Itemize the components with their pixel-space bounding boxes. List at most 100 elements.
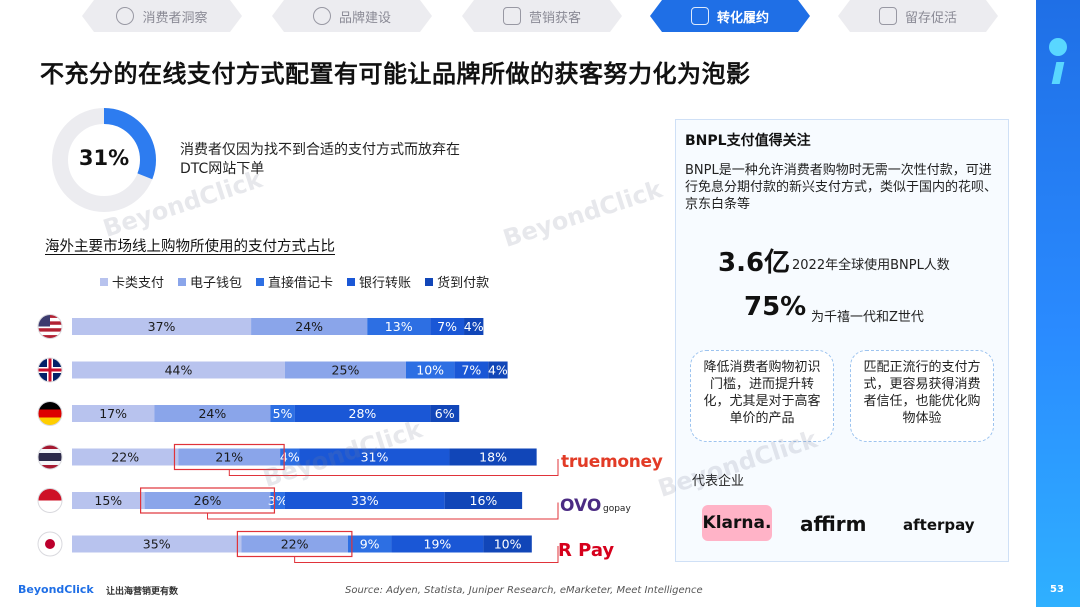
bar-segment <box>488 361 508 379</box>
representative-companies-label: 代表企业 <box>692 474 745 489</box>
tab-conversion-fulfillment[interactable]: 转化履约 <box>650 0 810 32</box>
bar-segment <box>251 318 368 335</box>
bar-segment <box>449 448 537 466</box>
flag-border <box>37 357 63 383</box>
bar-data-label: 24% <box>198 406 226 421</box>
afterpay-logo: afterpay <box>903 516 975 534</box>
bar-data-label: 15% <box>94 493 122 508</box>
bar-segment <box>144 492 271 509</box>
bar-data-label: 22% <box>281 537 309 552</box>
bar-data-label: 17% <box>99 406 127 421</box>
bar-data-label: 25% <box>332 363 360 378</box>
bnpl-panel: BNPL支付值得关注 BNPL是一种允许消费者购物时无需一次性付款，可进行免息分… <box>675 119 1009 562</box>
footer-logo: BeyondClick <box>18 583 94 596</box>
legend-label: 银行转账 <box>359 276 412 291</box>
japan-flag-icon <box>38 532 62 556</box>
bar-segment <box>154 405 271 422</box>
bar-data-label: 7% <box>437 319 457 334</box>
bar-data-label: 5% <box>273 406 293 421</box>
bar-segment <box>178 448 281 466</box>
bar-segment <box>367 318 431 335</box>
bar-data-label: 4% <box>488 363 508 378</box>
benefit-bubble-conversion: 降低消费者购物初识门槛，进而提升转化，尤其是对于高客单价的产品 <box>690 350 834 442</box>
panel-title: BNPL支付值得关注 <box>685 133 811 149</box>
bar-segment <box>241 535 348 553</box>
tab-brand-building[interactable]: 品牌建设 <box>272 0 432 32</box>
legend-item: 货到付款 <box>425 272 489 291</box>
bar-segment <box>72 492 145 509</box>
bar-segment <box>270 405 295 422</box>
bar-segment <box>72 448 179 466</box>
bar-segment <box>299 448 450 466</box>
megaphone-icon <box>502 7 521 25</box>
bar-segment <box>284 492 445 509</box>
star-badge-icon <box>312 7 331 25</box>
bar-data-label: 26% <box>194 493 222 508</box>
bar-segment <box>284 361 406 379</box>
bar-data-label: 9% <box>360 537 380 552</box>
bar-data-label: 10% <box>416 363 444 378</box>
gopay-logo: gopay <box>603 504 631 514</box>
bar-segment <box>464 318 484 335</box>
tab-retention[interactable]: 留存促活 <box>838 0 998 32</box>
highlight-connector <box>228 459 559 476</box>
tab-label: 转化履约 <box>716 10 769 26</box>
bar-data-label: 10% <box>494 537 522 552</box>
donut-value: 31% <box>78 146 130 170</box>
page-number: 53 <box>1050 584 1064 595</box>
legend-swatch <box>347 277 356 286</box>
tab-label: 消费者洞察 <box>142 10 208 26</box>
bar-data-label: 19% <box>424 537 452 552</box>
bar-segment <box>72 318 252 335</box>
bar-data-label: 3% <box>268 493 288 508</box>
bar-segment <box>430 405 460 422</box>
magnifier-user-icon <box>116 7 135 25</box>
bar-segment <box>280 448 300 466</box>
bar-data-label: 33% <box>351 493 379 508</box>
gen-share-value: 75% <box>744 292 807 322</box>
flag-border <box>37 314 63 339</box>
chart-section-title: 海外主要市场线上购物所使用的支付方式占比 <box>45 239 335 255</box>
benefit-bubble-trust: 匹配正流行的支付方式，更容易获得消费者信任，也能优化购物体验 <box>850 350 994 442</box>
tab-marketing-acquisition[interactable]: 营销获客 <box>462 0 622 32</box>
flag-border <box>37 531 63 557</box>
page-title: 不充分的在线支付方式配置有可能让品牌所做的获客努力化为泡影 <box>40 60 751 88</box>
package-icon <box>690 7 709 25</box>
legend-item: 银行转账 <box>347 272 411 291</box>
bar-data-label: 35% <box>143 537 171 552</box>
bar-segment <box>405 361 455 379</box>
tab-label: 品牌建设 <box>338 10 391 26</box>
bar-segment <box>483 535 532 553</box>
klarna-logo: Klarna. <box>702 505 772 541</box>
legend-swatch <box>100 277 108 286</box>
tab-consumer-insight[interactable]: 消费者洞察 <box>82 0 242 32</box>
highlight-connector <box>207 502 559 520</box>
bar-data-label: 16% <box>470 493 498 508</box>
bar-data-label: 24% <box>295 319 323 334</box>
bar-data-label: 4% <box>280 450 300 465</box>
legend-swatch <box>256 277 265 286</box>
right-accent-bar <box>1036 0 1080 607</box>
bar-segment <box>72 361 285 379</box>
legend-item: 电子钱包 <box>178 272 242 291</box>
bar-segment <box>294 405 431 422</box>
accent-dot-icon <box>1049 38 1067 56</box>
indonesia-flag-icon <box>38 488 62 513</box>
tab-label: 营销获客 <box>528 10 581 26</box>
rpay-logo: R Pay <box>558 540 615 561</box>
bar-data-label: 28% <box>349 406 377 421</box>
legend-item: 卡类支付 <box>100 272 164 291</box>
source-note: Source: Adyen, Statista, Juniper Researc… <box>345 585 703 596</box>
bar-data-label: 4% <box>464 319 484 334</box>
bar-data-label: 7% <box>461 363 481 378</box>
donut-caption: 消费者仅因为找不到合适的支付方式而放弃在DTC网站下单 <box>180 142 460 177</box>
bar-segment <box>347 535 392 553</box>
legend-label: 直接借记卡 <box>268 276 334 291</box>
panel-description: BNPL是一种允许消费者购物时无需一次性付款，可进行免息分期付款的新兴支付方式，… <box>685 163 998 212</box>
legend-label: 货到付款 <box>437 276 490 291</box>
bar-segment <box>72 405 155 422</box>
chart-legend: 卡类支付 电子钱包 直接借记卡 银行转账 货到付款 <box>100 272 489 291</box>
bar-data-label: 6% <box>435 406 455 421</box>
legend-label: 电子钱包 <box>190 276 243 291</box>
